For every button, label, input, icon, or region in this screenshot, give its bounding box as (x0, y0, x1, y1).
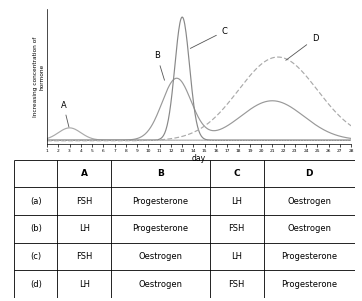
Text: LH: LH (79, 280, 90, 289)
Text: Progesterone: Progesterone (281, 252, 337, 261)
Text: Oestrogen: Oestrogen (287, 197, 331, 206)
Text: FSH: FSH (228, 224, 245, 233)
Text: (b): (b) (30, 224, 42, 233)
Text: C: C (190, 27, 227, 48)
Text: C: C (233, 169, 240, 178)
Text: Oestrogen: Oestrogen (138, 280, 182, 289)
Text: D: D (306, 169, 313, 178)
Text: LH: LH (79, 224, 90, 233)
Text: (c): (c) (30, 252, 41, 261)
Text: Oestrogen: Oestrogen (138, 252, 182, 261)
X-axis label: day: day (192, 154, 206, 163)
Text: Progesterone: Progesterone (281, 280, 337, 289)
Text: Progesterone: Progesterone (132, 224, 189, 233)
Text: FSH: FSH (76, 252, 92, 261)
Text: LH: LH (231, 252, 242, 261)
Text: LH: LH (231, 197, 242, 206)
Text: D: D (286, 34, 318, 60)
Text: Progesterone: Progesterone (132, 197, 189, 206)
Y-axis label: Increasing concentration of
hormone: Increasing concentration of hormone (33, 36, 44, 117)
Text: B: B (157, 169, 164, 178)
Text: (d): (d) (30, 280, 42, 289)
Text: A: A (81, 169, 88, 178)
Text: A: A (60, 101, 69, 127)
Text: B: B (154, 51, 164, 80)
Text: (a): (a) (30, 197, 42, 206)
Text: FSH: FSH (76, 197, 92, 206)
Text: FSH: FSH (228, 280, 245, 289)
Text: Oestrogen: Oestrogen (287, 224, 331, 233)
